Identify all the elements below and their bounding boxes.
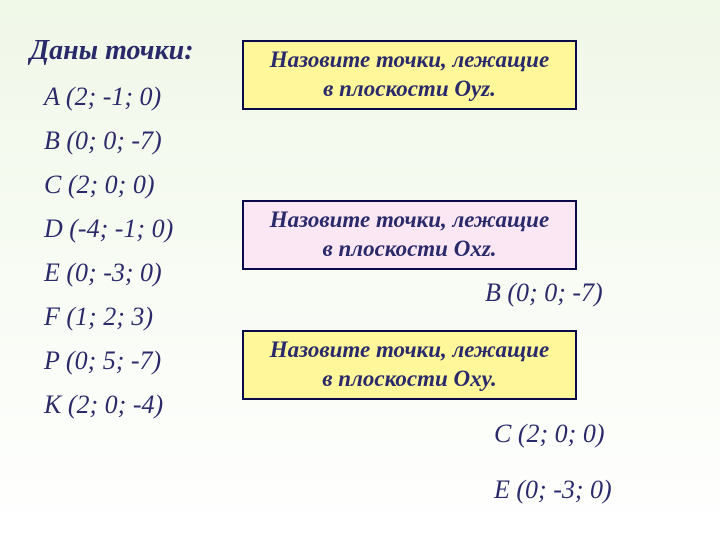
answer-c: C (2; 0; 0) [494, 419, 604, 449]
box3-line2: в плоскости Оxy. [254, 365, 565, 394]
point-e: E (0; -3; 0) [44, 258, 173, 288]
answer-e: E (0; -3; 0) [494, 475, 612, 505]
box1-line2: в плоскости Оyz. [254, 75, 565, 104]
point-f: F (1; 2; 3) [44, 302, 173, 332]
box2-line2: в плоскости Оxz. [254, 235, 565, 264]
point-b: B (0; 0; -7) [44, 126, 173, 156]
point-a: A (2; -1; 0) [44, 82, 173, 112]
question-box-oyz: Назовите точки, лежащие в плоскости Оyz. [242, 40, 577, 110]
title: Даны точки: [30, 35, 194, 67]
question-box-oxz: Назовите точки, лежащие в плоскости Оxz. [242, 200, 577, 270]
box3-line1: Назовите точки, лежащие [254, 336, 565, 365]
point-k: K (2; 0; -4) [44, 390, 173, 420]
answer-b: B (0; 0; -7) [485, 278, 603, 308]
question-box-oxy: Назовите точки, лежащие в плоскости Оxy. [242, 330, 577, 400]
points-list: A (2; -1; 0) B (0; 0; -7) C (2; 0; 0) D … [44, 82, 173, 420]
box2-line1: Назовите точки, лежащие [254, 206, 565, 235]
box1-line1: Назовите точки, лежащие [254, 46, 565, 75]
point-c: C (2; 0; 0) [44, 170, 173, 200]
point-d: D (-4; -1; 0) [44, 214, 173, 244]
point-p: P (0; 5; -7) [44, 346, 173, 376]
